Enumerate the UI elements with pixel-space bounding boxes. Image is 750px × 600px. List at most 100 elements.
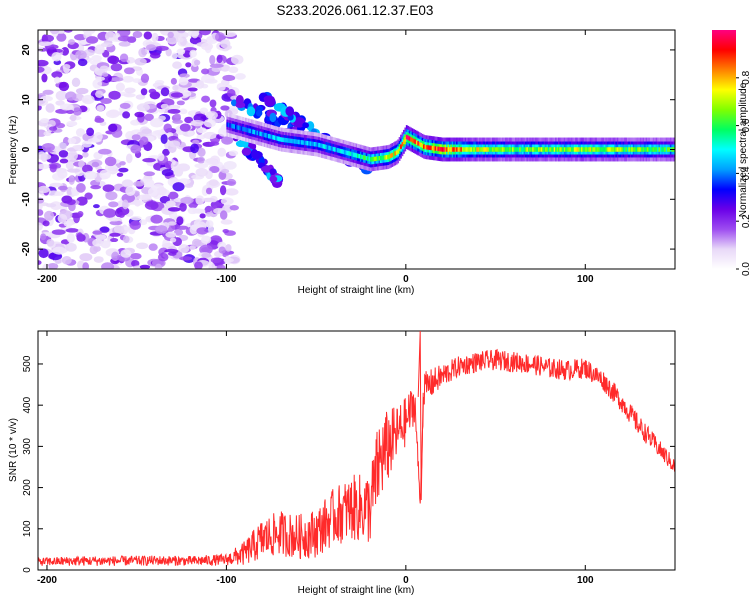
ridge-cell [474, 147, 477, 152]
ridge-cell [374, 156, 377, 162]
ridge-cell [583, 147, 586, 152]
ridge-cell [328, 145, 331, 151]
noise-blob [43, 153, 52, 160]
noise-blob [216, 82, 226, 92]
ridge-cell [423, 144, 425, 149]
noise-blob [42, 220, 50, 227]
ridge-cell [565, 147, 567, 152]
ridge-cell [283, 137, 286, 143]
snr-frame [37, 330, 676, 571]
noise-blob [172, 85, 179, 91]
noise-blob [81, 94, 95, 105]
noise-blob [104, 163, 117, 172]
ridge-cell [311, 141, 313, 147]
ridge-cell [632, 147, 635, 152]
ridge-cell [503, 147, 506, 152]
noise-blob [58, 81, 70, 92]
noise-blob [209, 99, 217, 108]
ridge-cell [527, 147, 530, 152]
ridge-cell [589, 147, 592, 152]
noise-blob [99, 169, 111, 180]
ridge-cell [456, 147, 458, 152]
noise-blob [168, 251, 177, 256]
ridge-cell [395, 150, 398, 155]
ridge-cell [566, 147, 569, 152]
noise-blob [195, 195, 205, 206]
noise-blob [59, 103, 74, 111]
ridge-cell [641, 147, 644, 152]
ridge-cell [559, 147, 562, 152]
ridge-cell [298, 139, 300, 145]
ridge-cell [369, 157, 372, 162]
ridge-cell [542, 147, 545, 152]
noise-blob [187, 87, 198, 92]
ridge-cell [230, 123, 233, 129]
ridge-cell [263, 132, 266, 138]
x-tick-label: 0 [403, 575, 409, 586]
ridge-cell [473, 147, 476, 152]
ridge-cell [535, 147, 537, 152]
noise-blob [101, 72, 109, 77]
ridge-cell [418, 141, 421, 147]
ridge-cell [526, 147, 529, 152]
noise-blob [40, 118, 50, 124]
noise-blob [167, 207, 181, 212]
ridge-cell [325, 144, 328, 150]
ridge-cell [411, 137, 414, 143]
noise-blob [132, 66, 141, 71]
ridge-cell [417, 141, 420, 146]
ridge-cell [496, 147, 499, 152]
noise-blob [216, 54, 223, 64]
noise-blob [41, 142, 55, 152]
ridge-cell [457, 147, 460, 152]
streak-blob [293, 117, 306, 128]
ridge-cell [651, 147, 654, 152]
noise-blob [110, 77, 124, 82]
ridge-cell [523, 147, 526, 152]
noise-blob [199, 213, 206, 219]
ridge-cell [606, 147, 609, 152]
ridge-cell [282, 137, 285, 143]
streak-blob [269, 112, 277, 123]
noise-blob [182, 90, 192, 97]
noise-blob [167, 191, 179, 200]
noise-blob [136, 242, 149, 250]
ridge-cell [324, 144, 326, 149]
noise-blob [178, 77, 189, 86]
ridge-cell [339, 148, 342, 154]
ridge-cell [494, 147, 497, 152]
noise-blob [81, 164, 93, 173]
noise-blob [116, 172, 124, 177]
ridge-cell [301, 140, 303, 145]
noise-blob [55, 122, 66, 129]
ridge-cell [580, 147, 583, 152]
ridge-cell [345, 150, 348, 155]
streak-blob [255, 109, 263, 117]
noise-blob [103, 208, 117, 218]
noise-blob [165, 200, 176, 208]
noise-blob [138, 219, 148, 226]
ridge-cell [377, 156, 379, 161]
ridge-cell [582, 147, 585, 152]
ridge-cell [460, 147, 463, 152]
ridge-cell [435, 146, 438, 151]
noise-blob [143, 171, 156, 177]
ridge-cell [249, 128, 252, 134]
ridge-cell [558, 147, 560, 152]
noise-blob [108, 201, 119, 208]
ridge-cell [236, 125, 239, 130]
noise-blob [129, 220, 141, 230]
noise-blob [217, 147, 227, 157]
noise-blob [134, 199, 141, 207]
noise-blob [165, 48, 172, 57]
noise-blob [123, 93, 136, 98]
noise-blob [93, 204, 100, 209]
ridge-cell [344, 150, 346, 155]
ridge-cell [434, 146, 437, 151]
noise-blob [77, 58, 88, 67]
noise-blob [131, 260, 140, 267]
noise-blob [191, 30, 199, 39]
noise-blob [82, 151, 89, 158]
noise-blob [118, 211, 125, 218]
ridge-cell [645, 147, 648, 152]
